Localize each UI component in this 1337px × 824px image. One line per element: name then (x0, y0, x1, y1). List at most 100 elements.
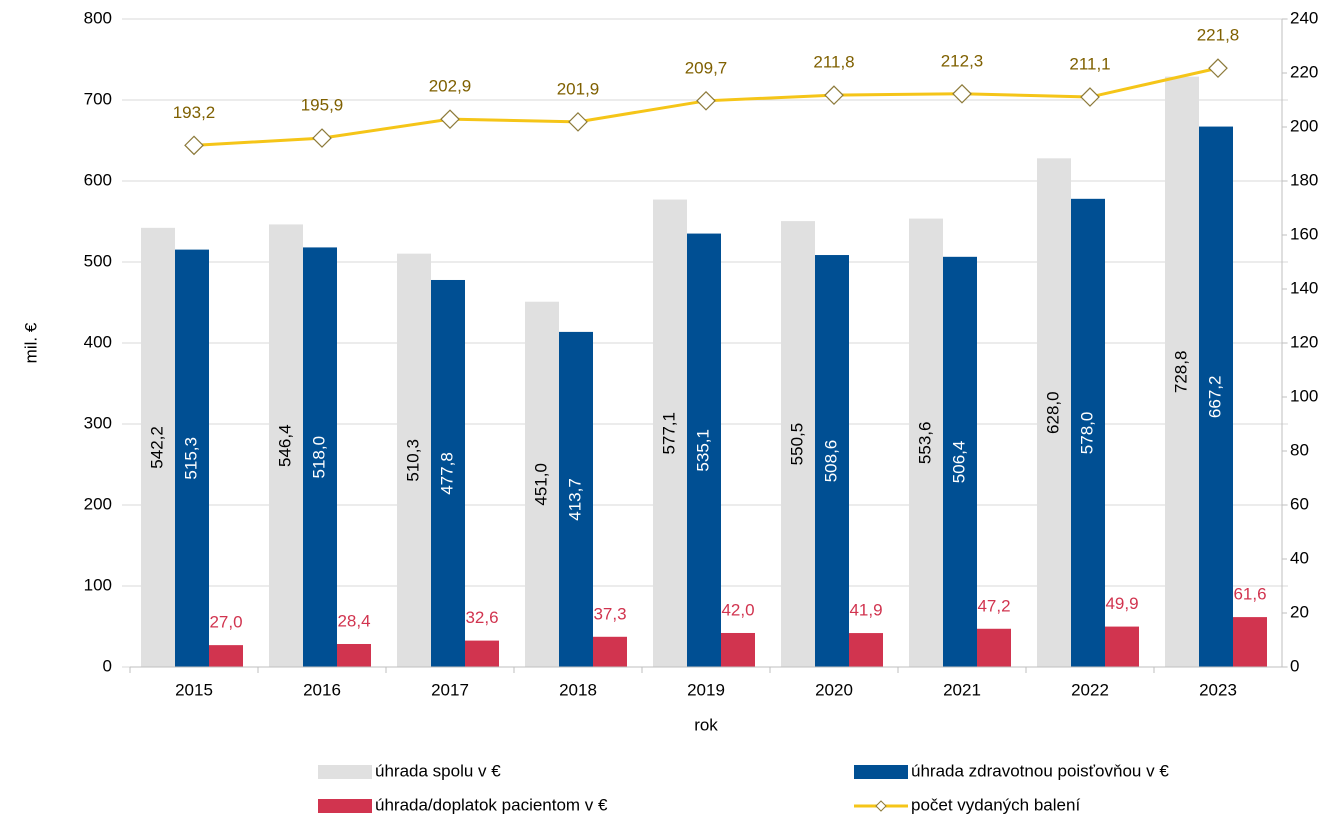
y2-tick-label: 120 (1290, 332, 1318, 351)
data-label: 61,6 (1233, 585, 1266, 604)
data-label: 32,6 (465, 608, 498, 627)
x-axis-label: rok (694, 715, 718, 734)
data-label: 506,4 (949, 441, 968, 484)
y2-tick-label: 80 (1290, 440, 1309, 459)
data-label: 542,2 (147, 426, 166, 469)
y-tick-label: 300 (84, 413, 112, 432)
data-label: 27,0 (209, 613, 242, 632)
bar (977, 628, 1011, 667)
x-tick-label: 2016 (303, 680, 341, 699)
y2-tick-label: 20 (1290, 602, 1309, 621)
data-label: 515,3 (181, 437, 200, 480)
y-axis-label: mil. € (21, 322, 40, 363)
data-label: 209,7 (685, 58, 728, 77)
legend-swatch (318, 765, 372, 779)
legend-label: úhrada spolu v € (375, 761, 501, 780)
legend-label: počet vydaných balení (911, 795, 1080, 814)
y2-tick-label: 200 (1290, 116, 1318, 135)
data-label: 211,1 (1069, 55, 1110, 74)
bar (1105, 626, 1139, 667)
bar (909, 218, 943, 668)
line-marker (696, 90, 716, 111)
bar (943, 256, 977, 667)
bar (397, 253, 431, 668)
data-label: 49,9 (1105, 594, 1138, 613)
data-label: 628,0 (1043, 391, 1062, 434)
bar (849, 633, 883, 667)
legend-swatch (318, 799, 372, 813)
bar (593, 636, 627, 667)
y2-tick-label: 160 (1290, 224, 1318, 243)
legend-swatch (854, 765, 908, 779)
data-label: 47,2 (977, 596, 1010, 615)
y2-tick-label: 40 (1290, 548, 1309, 567)
y-tick-label: 100 (84, 575, 112, 594)
bar (721, 632, 755, 667)
data-label: 510,3 (403, 439, 422, 482)
data-label: 212,3 (941, 51, 984, 70)
bar (465, 640, 499, 667)
x-tick-label: 2021 (943, 680, 981, 699)
bar (525, 301, 559, 667)
bar (815, 255, 849, 667)
data-label: 550,5 (787, 423, 806, 466)
bar (653, 199, 687, 667)
y2-tick-label: 180 (1290, 170, 1318, 189)
bar (141, 227, 175, 667)
data-label: 42,0 (721, 600, 754, 619)
data-label: 667,2 (1205, 376, 1224, 419)
bar (1037, 158, 1071, 667)
data-label: 535,1 (693, 429, 712, 472)
x-tick-label: 2023 (1199, 680, 1237, 699)
y2-tick-label: 140 (1290, 278, 1318, 297)
bar (1233, 617, 1267, 667)
data-label: 41,9 (849, 601, 882, 620)
line-marker (952, 83, 972, 104)
data-label: 28,4 (337, 611, 370, 630)
y-tick-label: 0 (103, 656, 112, 675)
x-tick-label: 2018 (559, 680, 597, 699)
data-label: 195,9 (301, 96, 344, 115)
line-marker (1080, 87, 1100, 107)
bar (209, 645, 243, 667)
x-tick-label: 2015 (175, 680, 213, 699)
line-marker (440, 109, 460, 130)
data-label: 211,8 (813, 53, 854, 72)
data-label: 201,9 (557, 79, 600, 98)
y2-tick-label: 220 (1290, 62, 1318, 81)
bar (303, 247, 337, 668)
line-marker (312, 128, 332, 148)
bar (431, 279, 465, 667)
data-label: 202,9 (429, 77, 472, 96)
data-label: 508,6 (821, 440, 840, 483)
data-label: 221,8 (1197, 26, 1240, 45)
legend-marker (875, 800, 887, 812)
legend-label: úhrada/doplatok pacientom v € (375, 795, 608, 814)
y-tick-label: 600 (84, 170, 112, 189)
y-tick-label: 700 (84, 89, 112, 108)
legend-label: úhrada zdravotnou poisťovňou v € (911, 761, 1169, 780)
bar (337, 643, 371, 667)
data-label: 477,8 (437, 452, 456, 495)
data-label: 193,2 (173, 103, 216, 122)
data-label: 578,0 (1077, 412, 1096, 455)
bar (1071, 198, 1105, 667)
line-marker (568, 112, 588, 132)
y-tick-label: 800 (84, 8, 112, 27)
y-tick-label: 200 (84, 494, 112, 513)
data-label: 451,0 (531, 463, 550, 506)
x-tick-label: 2017 (431, 680, 469, 699)
y-tick-label: 400 (84, 332, 112, 351)
data-label: 413,7 (565, 478, 584, 521)
bar (559, 331, 593, 667)
y2-tick-label: 240 (1290, 8, 1318, 27)
line-marker (824, 85, 844, 105)
data-label: 37,3 (593, 604, 626, 623)
data-label: 728,8 (1171, 351, 1190, 394)
data-label: 553,6 (915, 422, 934, 465)
bar (1199, 126, 1233, 668)
y2-tick-label: 0 (1290, 656, 1299, 675)
bar (687, 233, 721, 667)
bar (781, 221, 815, 667)
